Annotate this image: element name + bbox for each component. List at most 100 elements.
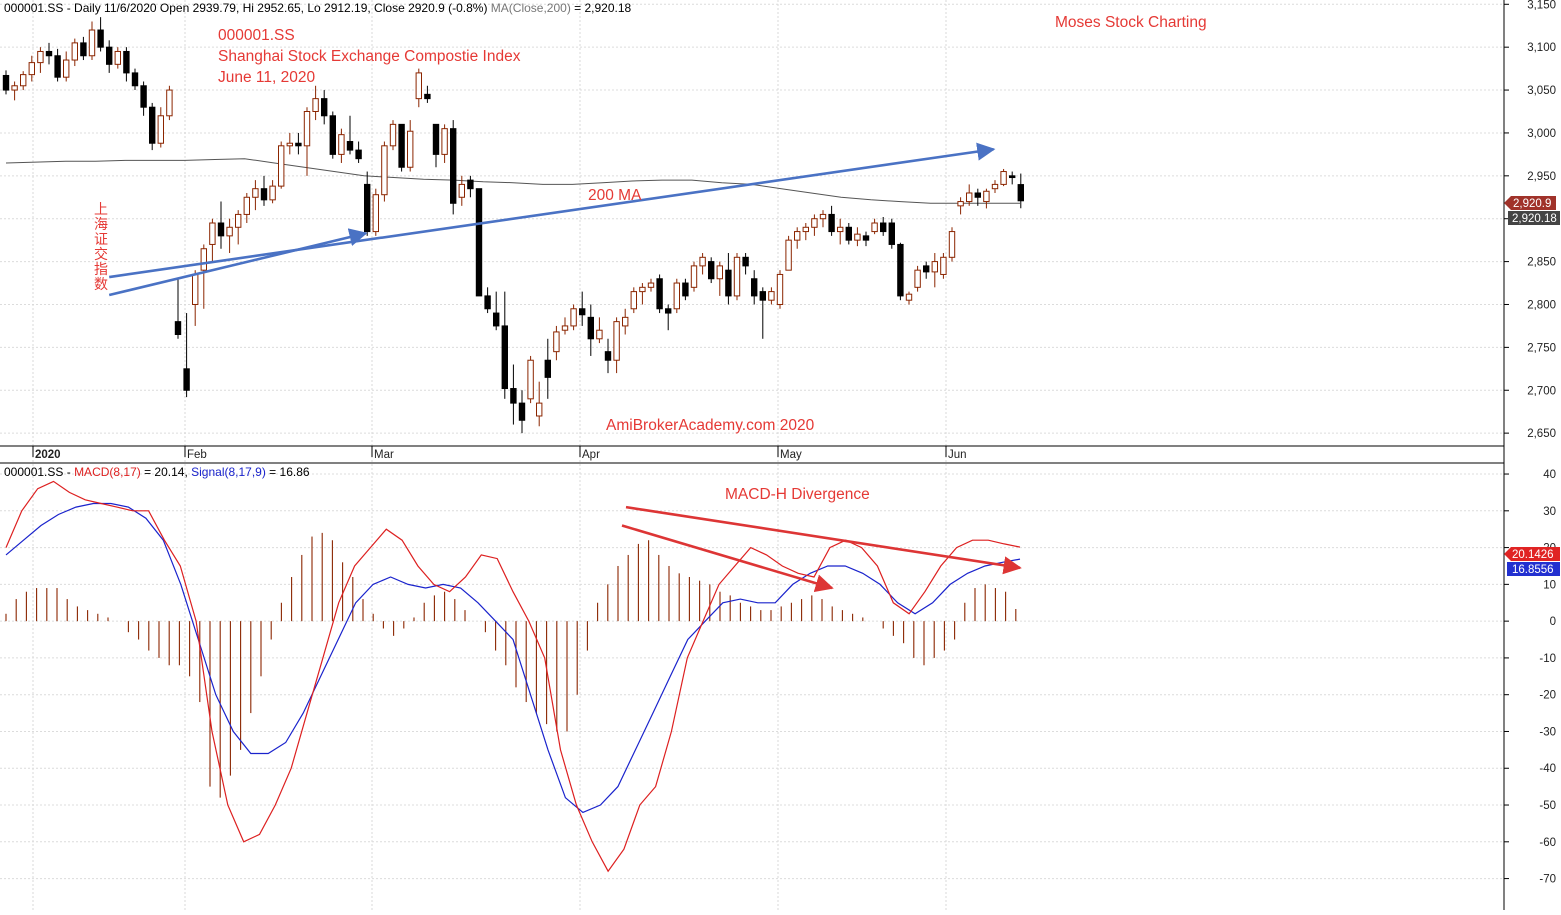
macd-y-tick-label: -60: [1539, 837, 1556, 849]
price-y-tick-label: 2,750: [1527, 342, 1556, 354]
macd-y-tick-label: -70: [1539, 874, 1556, 886]
candle-body: [759, 291, 766, 301]
candle-body: [192, 273, 199, 305]
x-tick-label: Jun: [948, 449, 967, 461]
candle-body: [149, 106, 156, 144]
macd-y-tick-label: 30: [1543, 506, 1556, 518]
macd-header-label: MACD(8,17): [74, 465, 141, 479]
candle-body: [398, 123, 405, 168]
annotation-date: June 11, 2020: [218, 69, 315, 86]
x-axis-labels: 2020 Feb Mar Apr May Jun: [32, 446, 967, 461]
candle-body: [622, 316, 629, 327]
candle-body: [1009, 175, 1016, 179]
x-tick-label: May: [780, 449, 802, 461]
candle-body: [63, 59, 70, 78]
candle-body: [441, 128, 448, 155]
candle-body: [235, 213, 242, 228]
candle-body: [346, 141, 354, 151]
last-ma-value: 2,920.18: [1512, 213, 1557, 225]
price-y-tick-label: 2,950: [1527, 171, 1556, 183]
candle-body: [71, 42, 78, 61]
candle-body: [940, 256, 947, 275]
trendline-arrows: [108, 142, 996, 297]
signal-line: [5, 502, 1021, 814]
candle-body: [957, 201, 964, 207]
macd-line: [5, 480, 1021, 873]
candle-body: [630, 291, 637, 310]
macd-histogram: [5, 532, 1017, 798]
candle-body: [802, 226, 809, 233]
chinese-label-char: 指: [94, 261, 108, 277]
trendline-arrow: [108, 228, 368, 297]
candle-body: [733, 256, 741, 297]
candle-body: [553, 331, 560, 353]
annotation-index-name: Shanghai Stock Exchange Compostie Index: [218, 48, 521, 65]
candle-body: [80, 42, 87, 57]
chinese-label-char: 证: [94, 231, 108, 247]
candle-body: [888, 222, 895, 245]
x-tick-label: Feb: [187, 449, 207, 461]
candle-body: [527, 359, 534, 400]
candle-body: [226, 226, 233, 237]
divergence-arrow-long: [625, 505, 1022, 575]
candle-body: [544, 359, 551, 378]
candle-body: [303, 111, 311, 147]
candle-body: [613, 321, 620, 361]
macd-y-tick-label: 10: [1543, 579, 1556, 591]
candle-body: [974, 192, 981, 198]
x-tick-label: 2020: [35, 449, 61, 461]
candle-body: [561, 325, 569, 331]
candle-body: [252, 188, 259, 198]
candle-body: [278, 145, 285, 187]
candle-body: [837, 226, 844, 233]
candle-body: [587, 316, 594, 340]
candle-body: [931, 261, 938, 273]
candle-body: [20, 74, 27, 87]
candle-body: [862, 235, 870, 241]
macd-last-value: 20.1426: [1512, 549, 1554, 561]
candle-body: [811, 218, 818, 228]
candle-body: [983, 190, 990, 203]
candle-body: [905, 293, 913, 301]
candle-body: [923, 265, 930, 273]
macd-y-axis: 403020100-10-20-30-40-50-60-70: [1504, 469, 1556, 886]
candle-body: [484, 295, 491, 310]
candle-body: [604, 351, 612, 361]
candle-body: [742, 256, 749, 267]
candle-body: [295, 142, 302, 147]
signal-header-value: = 16.86: [266, 465, 310, 479]
candle-body: [493, 312, 500, 327]
price-header-ohlc: - Daily 11/6/2020 Open 2939.79, Hi 2952.…: [63, 1, 490, 15]
chinese-label-char: 上: [94, 201, 108, 217]
price-y-tick-label: 3,100: [1527, 42, 1556, 54]
candle-body: [1017, 184, 1024, 202]
divergence-arrows: [621, 505, 1022, 593]
macd-y-tick-label: -10: [1539, 653, 1556, 665]
candle-body: [260, 188, 268, 201]
candle-body: [106, 46, 113, 65]
candle-body: [37, 50, 44, 64]
candle-body: [407, 130, 414, 168]
macd-header-value: = 20.14,: [141, 465, 191, 479]
macd-value-badge: 20.1426: [1504, 547, 1560, 561]
candle-body: [751, 278, 758, 297]
candle-body: [2, 74, 10, 91]
candle-body: [329, 115, 337, 155]
macd-y-tick-label: -50: [1539, 800, 1556, 812]
candle-body: [424, 93, 431, 100]
candle-body: [819, 213, 827, 220]
candle-body: [948, 231, 956, 258]
candle-body: [269, 185, 276, 201]
trendline-arrow: [109, 142, 996, 279]
price-y-tick-label: 3,000: [1527, 128, 1556, 140]
signal-value-badge: 16.8556: [1507, 562, 1560, 576]
candle-body: [656, 278, 663, 310]
candle-body: [665, 308, 672, 314]
macd-header: 000001.SS - MACD(8,17) = 20.14, Signal(8…: [4, 465, 310, 479]
candle-body: [97, 29, 104, 48]
candle-body: [415, 72, 423, 100]
candle-body: [45, 50, 53, 57]
candle-body: [157, 115, 165, 144]
